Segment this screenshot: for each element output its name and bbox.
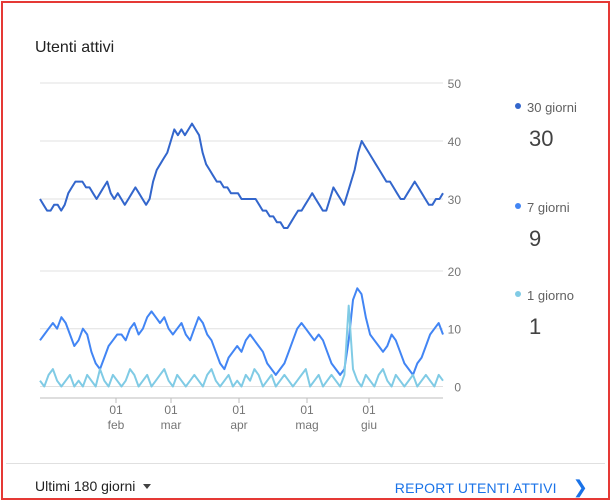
series-dot-icon	[515, 103, 521, 109]
series-dot-icon	[515, 203, 521, 209]
caret-down-icon	[143, 483, 152, 489]
card-title: Utenti attivi	[35, 39, 115, 56]
y-tick-label: 40	[448, 135, 462, 149]
legend-item-30-giorni: 30 giorni 30	[515, 98, 605, 152]
x-tick-month: mag	[295, 418, 318, 432]
y-tick-label: 20	[448, 265, 462, 279]
legend-value-1-giorno: 1	[529, 314, 542, 339]
report-link-label: REPORT UTENTI ATTIVI	[394, 479, 557, 496]
legend-value-7-giorni: 9	[529, 226, 542, 251]
series-line-1-giorno	[39, 304, 444, 388]
x-tick-day: 01	[300, 403, 314, 417]
y-tick-label: 10	[448, 323, 462, 337]
y-tick-label: 50	[448, 77, 462, 91]
x-tick-day: 01	[362, 403, 376, 417]
x-tick-month: mar	[161, 418, 182, 432]
legend-label-7-giorni: 7 giorni	[527, 200, 570, 215]
date-range-label: Ultimi 180 giorni	[35, 478, 136, 494]
legend-label-1-giorno: 1 giorno	[527, 288, 574, 303]
legend-item-7-giorni: 7 giorni 9	[515, 198, 605, 252]
series-line-7-giorni	[39, 287, 444, 376]
series-line-30-giorni	[39, 122, 444, 229]
x-tick-day: 01	[164, 403, 178, 417]
chevron-right-icon: ❯	[572, 477, 588, 497]
x-tick-month: apr	[230, 418, 247, 432]
y-tick-label: 30	[448, 193, 462, 207]
x-tick-month: giu	[361, 418, 377, 432]
legend-item-1-giorno: 1 giorno 1	[515, 286, 605, 340]
active-users-report-link[interactable]: REPORT UTENTI ATTIVI ❯	[395, 477, 588, 498]
x-tick-month: feb	[108, 418, 125, 432]
footer-divider	[6, 463, 605, 464]
legend-label-30-giorni: 30 giorni	[527, 100, 577, 115]
legend-value-30-giorni: 30	[529, 126, 554, 151]
x-tick-day: 01	[232, 403, 246, 417]
date-range-dropdown[interactable]: Ultimi 180 giorni	[35, 478, 152, 494]
x-tick-day: 01	[109, 403, 123, 417]
y-tick-label: 0	[454, 380, 461, 394]
series-dot-icon	[515, 291, 521, 297]
